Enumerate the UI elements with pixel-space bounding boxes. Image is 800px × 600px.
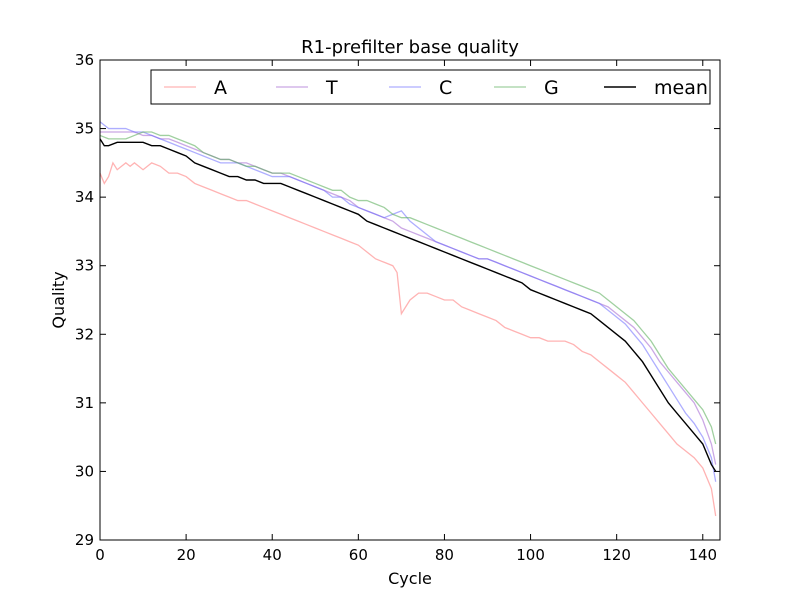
x-tick-label: 0 [95,546,105,564]
series-line-G [99,131,717,445]
y-tick-label: 34 [75,188,94,206]
y-tick-label: 32 [75,325,94,343]
x-tick-label: 140 [688,546,717,564]
y-axis-label: Quality [49,271,68,328]
legend-label-A: A [214,77,227,99]
x-axis-ticks: 0 20 40 60 80 100 120 140 [95,60,717,564]
chart-title: R1-prefilter base quality [301,37,519,58]
plot-frame [99,59,721,541]
plot-series [99,121,717,517]
x-tick-label: 40 [263,546,282,564]
y-tick-label: 33 [75,257,94,275]
series-line-mean [99,138,717,472]
y-tick-label: 35 [75,120,94,138]
y-tick-label: 29 [75,531,94,549]
legend-label-T: T [325,77,338,99]
y-tick-label: 31 [75,394,94,412]
x-tick-label: 20 [177,546,196,564]
x-tick-label: 80 [435,546,454,564]
y-tick-label: 36 [75,51,94,69]
legend-label-G: G [544,77,559,99]
x-axis-label: Cycle [388,569,432,588]
x-tick-label: 100 [516,546,545,564]
y-axis-ticks: 29 30 31 32 33 34 35 36 [75,51,720,549]
legend-label-C: C [439,77,452,99]
series-line-C [99,121,717,482]
legend-label-mean: mean [654,77,708,99]
x-tick-label: 60 [349,546,368,564]
x-tick-label: 120 [602,546,631,564]
y-tick-label: 30 [75,462,94,480]
series-line-A [99,161,717,517]
